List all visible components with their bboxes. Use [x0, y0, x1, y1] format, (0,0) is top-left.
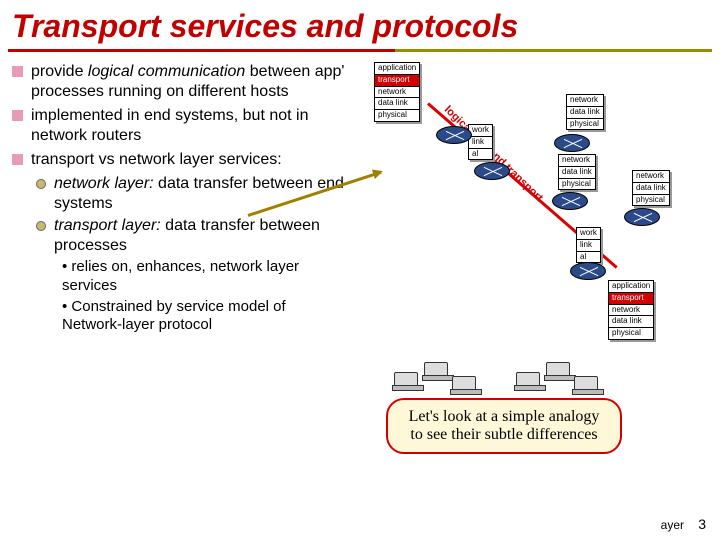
- bullet-square-icon: [12, 110, 23, 121]
- stack-layer: transport: [375, 75, 419, 87]
- stack-layer: physical: [375, 110, 419, 121]
- stack-layer: link: [469, 137, 492, 149]
- bullet-square-icon: [12, 154, 23, 165]
- protocol-stack: worklinkal: [576, 227, 601, 263]
- stack-layer: data link: [559, 167, 595, 179]
- stack-layer: network: [567, 95, 603, 107]
- bullet-text: transport vs network layer services:: [31, 150, 282, 170]
- stack-layer: physical: [559, 179, 595, 190]
- bullet-square-icon: [12, 66, 23, 77]
- router-icon: [474, 162, 510, 180]
- callout-box: Let's look at a simple analogy to see th…: [386, 398, 622, 454]
- laptop-icon: [574, 376, 598, 392]
- bullet-text: provide logical communication between ap…: [31, 62, 348, 102]
- diagram-label: logical end-end transport: [442, 104, 545, 204]
- stack-layer: physical: [567, 119, 603, 130]
- protocol-stack: networkdata linkphysical: [566, 94, 604, 130]
- diagram: logical end-end transport Let's look at …: [356, 62, 712, 422]
- protocol-stack: worklinkal: [468, 124, 493, 160]
- stack-layer: work: [469, 125, 492, 137]
- protocol-stack: applicationtransportnetworkdata linkphys…: [374, 62, 420, 122]
- stack-layer: al: [577, 252, 600, 263]
- sub-bullet-item: transport layer: data transfer between p…: [36, 216, 348, 256]
- stack-layer: network: [633, 171, 669, 183]
- router-icon: [570, 262, 606, 280]
- stack-layer: data link: [633, 183, 669, 195]
- stack-layer: transport: [609, 293, 653, 305]
- stack-layer: data link: [567, 107, 603, 119]
- page-number: 3: [698, 516, 706, 532]
- laptop-icon: [452, 376, 476, 392]
- bullet-list: provide logical communication between ap…: [8, 62, 348, 422]
- laptop-icon: [424, 362, 448, 378]
- stack-layer: physical: [609, 328, 653, 339]
- dot-bullet-item: • relies on, enhances, network layer ser…: [62, 258, 348, 296]
- protocol-stack: applicationtransportnetworkdata linkphys…: [608, 280, 654, 340]
- footer-text: ayer: [661, 518, 684, 532]
- stack-layer: data link: [609, 316, 653, 328]
- content-area: provide logical communication between ap…: [0, 62, 720, 422]
- stack-layer: network: [375, 87, 419, 99]
- page-title: Transport services and protocols: [0, 0, 720, 49]
- bullet-text: implemented in end systems, but not in n…: [31, 106, 348, 146]
- stack-layer: application: [609, 281, 653, 293]
- stack-layer: al: [469, 149, 492, 160]
- sub-bullet-text: transport layer: data transfer between p…: [54, 216, 348, 256]
- bullet-item: implemented in end systems, but not in n…: [8, 106, 348, 146]
- bullet-circle-icon: [36, 179, 46, 189]
- stack-layer: physical: [633, 195, 669, 206]
- dot-bullet-item: • Constrained by service model of Networ…: [62, 298, 348, 336]
- router-icon: [436, 126, 472, 144]
- laptop-icon: [516, 372, 540, 388]
- stack-layer: network: [609, 305, 653, 317]
- sub-bullet-item: network layer: data transfer between end…: [36, 174, 348, 214]
- laptop-icon: [394, 372, 418, 388]
- protocol-stack: networkdata linkphysical: [632, 170, 670, 206]
- bullet-circle-icon: [36, 221, 46, 231]
- sub-bullet-text: network layer: data transfer between end…: [54, 174, 348, 214]
- laptop-icon: [546, 362, 570, 378]
- protocol-stack: networkdata linkphysical: [558, 154, 596, 190]
- stack-layer: data link: [375, 98, 419, 110]
- router-icon: [554, 134, 590, 152]
- bullet-item: transport vs network layer services:: [8, 150, 348, 170]
- bullet-item: provide logical communication between ap…: [8, 62, 348, 102]
- title-underline: [8, 49, 712, 52]
- stack-layer: link: [577, 240, 600, 252]
- stack-layer: network: [559, 155, 595, 167]
- router-icon: [624, 208, 660, 226]
- stack-layer: work: [577, 228, 600, 240]
- router-icon: [552, 192, 588, 210]
- stack-layer: application: [375, 63, 419, 75]
